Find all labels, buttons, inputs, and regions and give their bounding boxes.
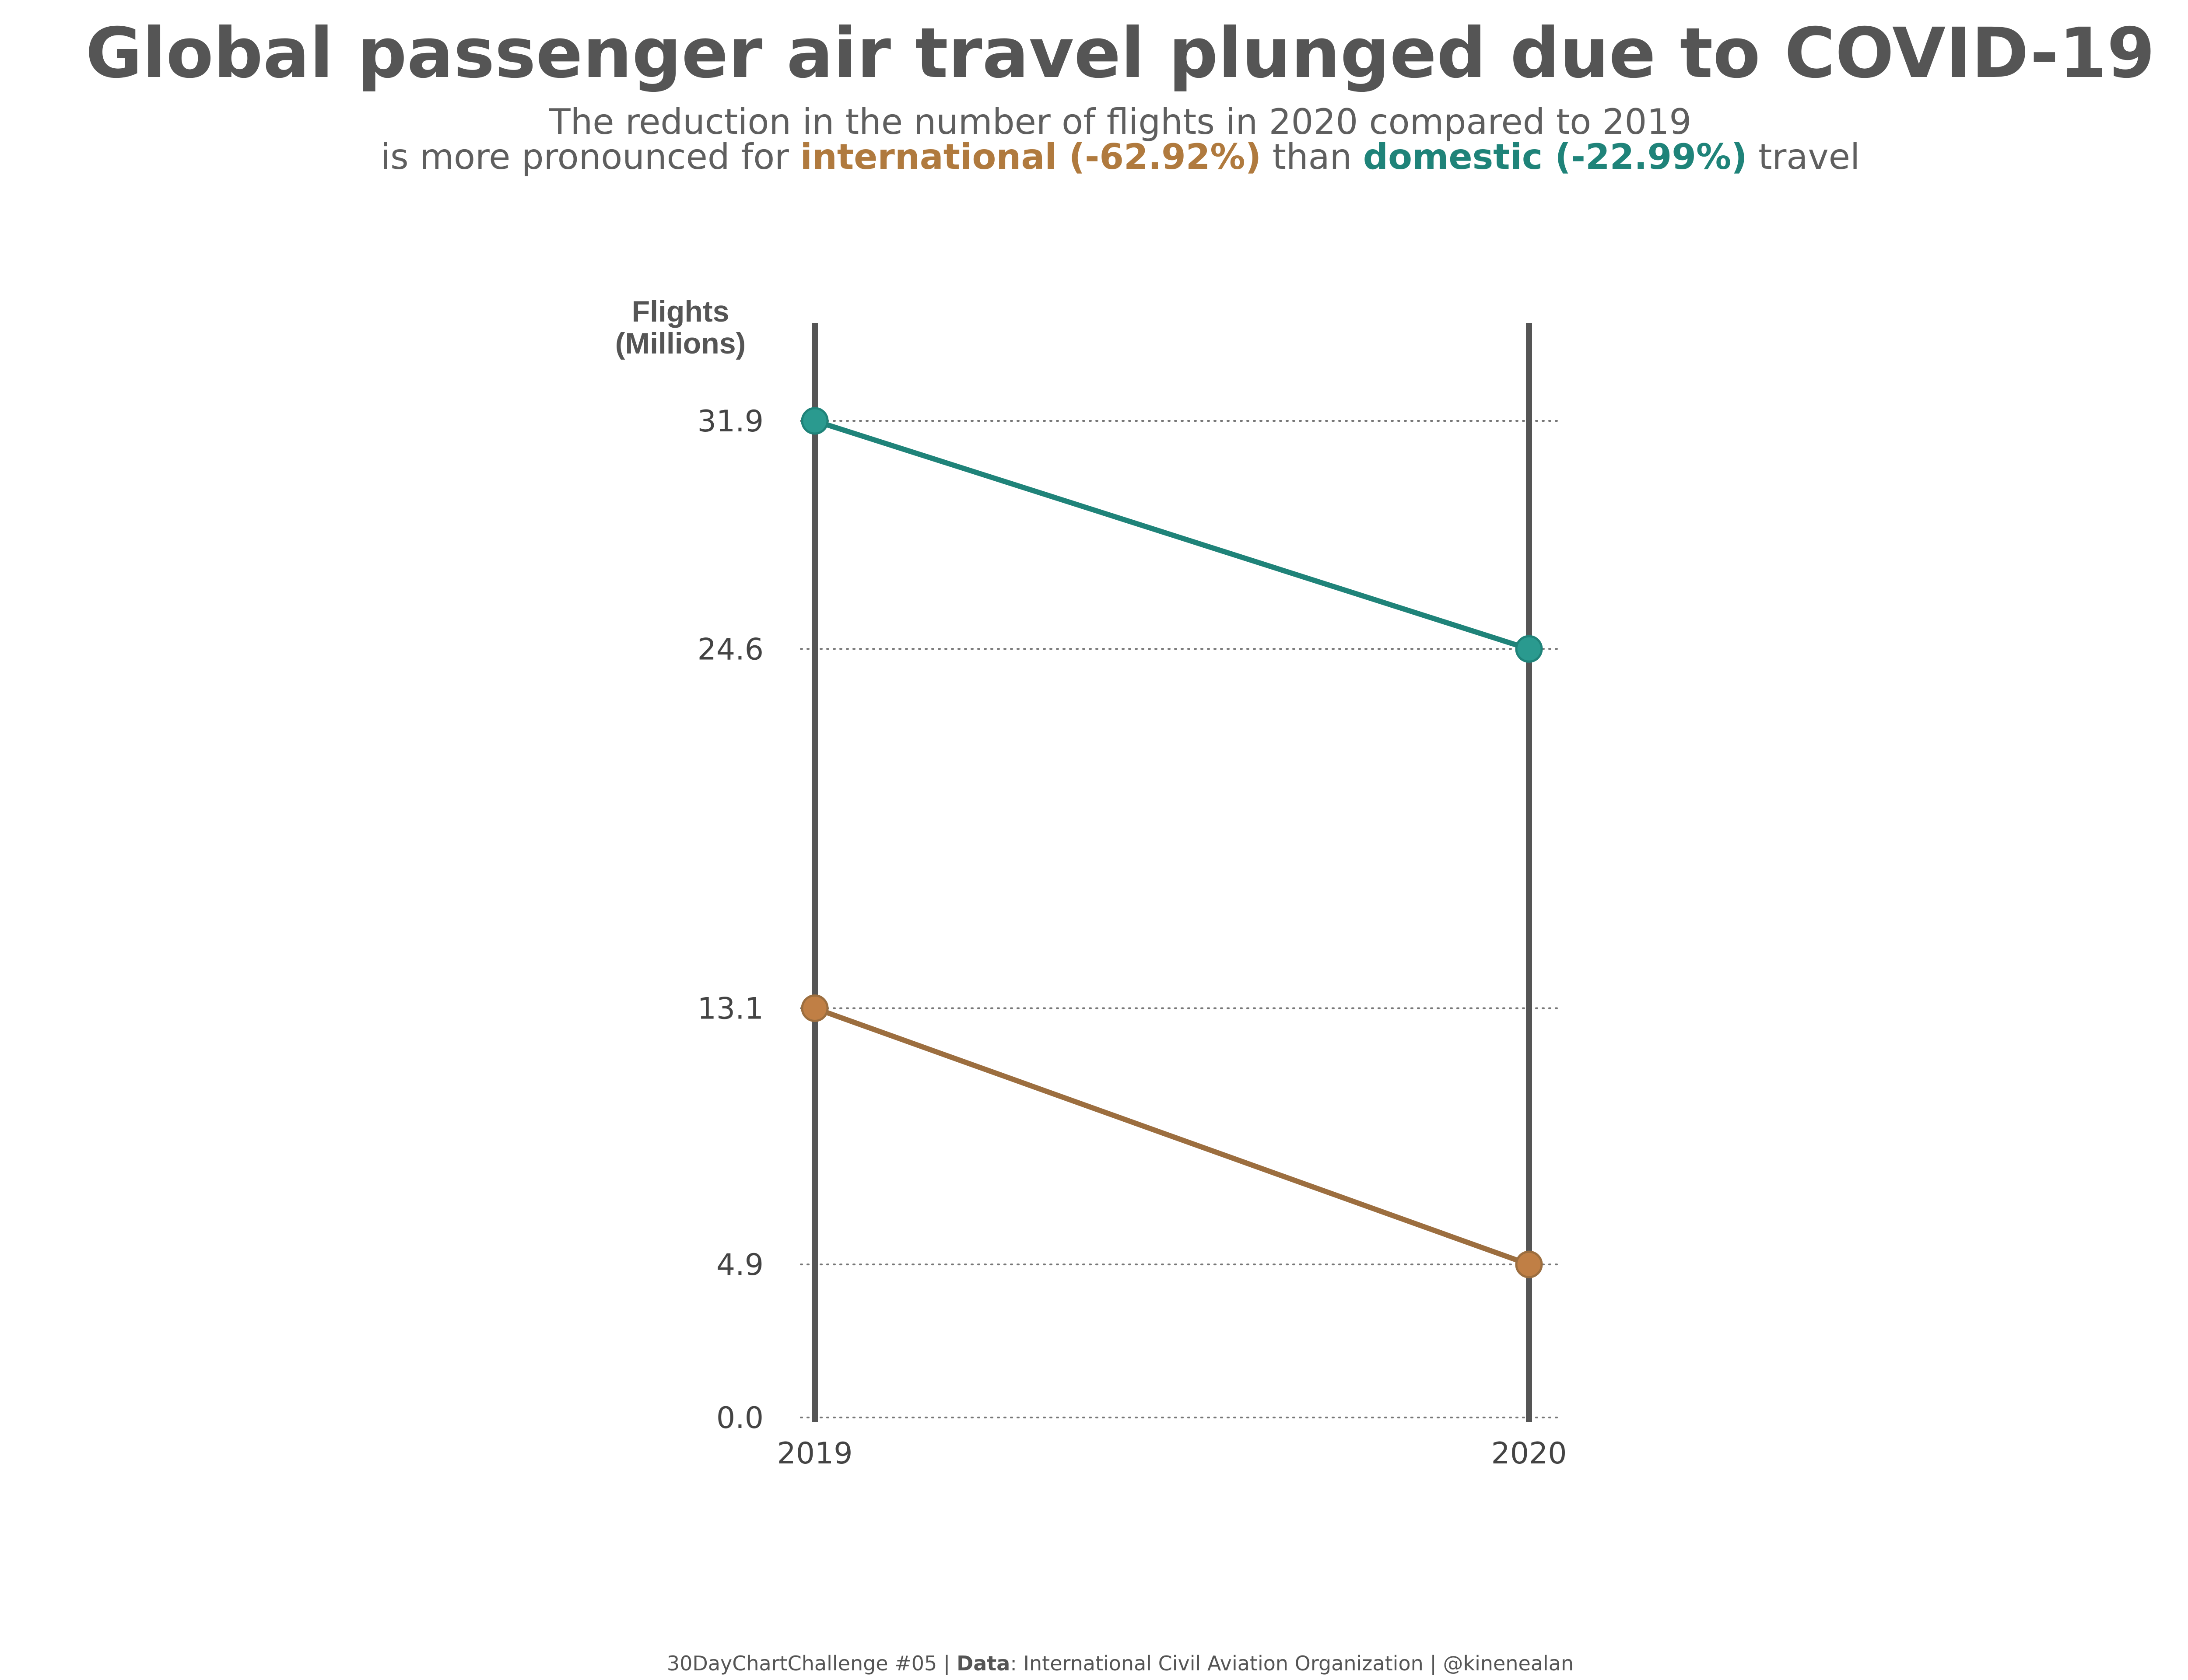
y-tick-label: 13.1 — [698, 992, 764, 1026]
y-axis-label-line2: (Millions) — [615, 327, 746, 360]
y-tick-label: 4.9 — [716, 1248, 764, 1282]
tick-labels: 31.9 24.6 13.1 4.9 0.0 2019 2020 — [698, 404, 1567, 1471]
series-line-international — [813, 1005, 1530, 1267]
subtitle-text-2: than — [1261, 136, 1363, 177]
gridlines — [800, 420, 1563, 1418]
y-tick-label: 0.0 — [716, 1401, 764, 1435]
data-point-domestic — [801, 407, 829, 435]
caption-data-label: Data — [957, 1652, 1010, 1675]
y-tick-label: 31.9 — [698, 404, 764, 439]
series-group — [801, 407, 1543, 1278]
series-line-domestic — [814, 418, 1530, 652]
x-tick-label: 2019 — [777, 1436, 852, 1471]
x-tick-label: 2020 — [1491, 1436, 1567, 1471]
subtitle-international-highlight: international (-62.92%) — [800, 136, 1262, 177]
chart-subtitle-line2: is more pronounced for international (-6… — [0, 136, 2188, 177]
data-point-international — [1515, 1250, 1543, 1278]
subtitle-domestic-highlight: domestic (-22.99%) — [1363, 136, 1747, 177]
y-tick-label: 24.6 — [698, 632, 764, 667]
y-axis-label-line1: Flights — [632, 295, 729, 328]
data-point-domestic — [1515, 635, 1543, 663]
year-axes — [812, 323, 1532, 1422]
chart-subtitle-line1: The reduction in the number of flights i… — [549, 102, 1692, 142]
subtitle-text-3: travel — [1747, 136, 1860, 177]
chart-caption: 30DayChartChallenge #05 | Data: Internat… — [0, 1652, 2188, 1675]
caption-text-2: : International Civil Aviation Organizat… — [1010, 1652, 1574, 1675]
caption-text-1: 30DayChartChallenge #05 | — [666, 1652, 957, 1675]
subtitle-text-1: is more pronounced for — [380, 136, 800, 177]
data-point-international — [801, 994, 829, 1022]
chart-title: Global passenger air travel plunged due … — [85, 13, 2155, 94]
